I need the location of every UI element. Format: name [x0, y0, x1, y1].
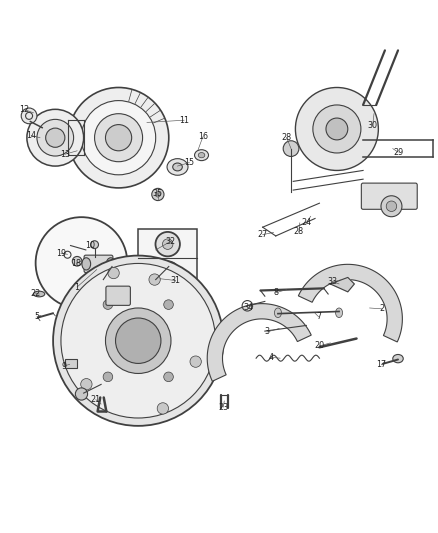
Text: 16: 16 [198, 132, 208, 141]
Text: 7: 7 [316, 312, 321, 321]
Text: 12: 12 [19, 105, 29, 114]
Text: 21: 21 [91, 395, 101, 404]
Circle shape [21, 108, 37, 124]
Circle shape [313, 105, 361, 153]
Circle shape [27, 109, 84, 166]
Circle shape [106, 125, 132, 151]
Circle shape [35, 217, 127, 309]
Text: 22: 22 [31, 289, 41, 297]
Text: 28: 28 [282, 133, 292, 142]
Ellipse shape [173, 163, 182, 171]
Text: 1: 1 [74, 282, 80, 292]
Circle shape [149, 274, 160, 285]
Text: 14: 14 [26, 131, 36, 140]
Text: 15: 15 [184, 158, 194, 167]
Ellipse shape [106, 258, 115, 270]
Text: 24: 24 [301, 219, 311, 228]
Circle shape [81, 378, 92, 390]
Circle shape [164, 372, 173, 382]
Ellipse shape [194, 150, 208, 160]
Ellipse shape [275, 308, 282, 318]
Ellipse shape [82, 258, 91, 270]
Circle shape [37, 119, 74, 156]
Text: 9: 9 [61, 361, 67, 370]
Circle shape [95, 114, 143, 161]
Text: 33: 33 [328, 277, 338, 286]
Text: 5: 5 [34, 312, 39, 321]
Text: 32: 32 [166, 237, 176, 246]
Circle shape [103, 300, 113, 309]
Text: 23: 23 [218, 402, 229, 411]
Text: 28: 28 [294, 227, 304, 236]
Text: 34: 34 [244, 303, 254, 312]
Circle shape [295, 87, 378, 171]
Circle shape [164, 300, 173, 309]
Text: 35: 35 [153, 189, 163, 198]
Circle shape [116, 318, 161, 364]
Circle shape [152, 188, 164, 200]
Text: 13: 13 [60, 150, 70, 159]
Circle shape [157, 403, 169, 414]
Text: 2: 2 [379, 304, 385, 313]
Text: 8: 8 [273, 288, 278, 297]
Circle shape [53, 256, 223, 426]
Text: 29: 29 [393, 148, 403, 157]
Circle shape [61, 263, 215, 418]
Bar [138, 229, 197, 286]
Text: 10: 10 [85, 241, 95, 251]
Circle shape [155, 192, 160, 197]
FancyBboxPatch shape [361, 183, 417, 209]
Circle shape [108, 268, 119, 279]
Circle shape [106, 308, 171, 374]
Polygon shape [298, 264, 403, 342]
Ellipse shape [167, 159, 188, 175]
Text: 4: 4 [269, 353, 274, 362]
Text: 11: 11 [179, 116, 189, 125]
Circle shape [326, 118, 348, 140]
Circle shape [81, 101, 155, 175]
Ellipse shape [393, 354, 403, 363]
Circle shape [155, 232, 180, 256]
Text: 18: 18 [71, 259, 81, 268]
FancyBboxPatch shape [106, 286, 131, 305]
Polygon shape [207, 304, 311, 381]
Ellipse shape [336, 308, 343, 318]
FancyBboxPatch shape [84, 255, 113, 272]
Circle shape [103, 372, 113, 382]
Ellipse shape [33, 291, 45, 297]
Text: 27: 27 [258, 230, 268, 239]
Circle shape [72, 256, 82, 266]
Text: 19: 19 [56, 249, 66, 258]
Text: 20: 20 [314, 342, 325, 351]
Text: 31: 31 [170, 276, 180, 285]
Ellipse shape [198, 152, 205, 158]
Circle shape [283, 141, 299, 157]
Circle shape [68, 87, 169, 188]
Circle shape [386, 201, 397, 212]
Bar [65, 359, 77, 368]
Text: 3: 3 [265, 327, 269, 336]
Circle shape [75, 388, 88, 400]
Text: 30: 30 [367, 121, 378, 130]
Circle shape [91, 241, 99, 248]
Circle shape [190, 356, 201, 367]
Polygon shape [330, 277, 354, 292]
Circle shape [162, 239, 173, 249]
Circle shape [381, 196, 402, 217]
Circle shape [46, 128, 65, 147]
Text: 17: 17 [376, 360, 386, 369]
